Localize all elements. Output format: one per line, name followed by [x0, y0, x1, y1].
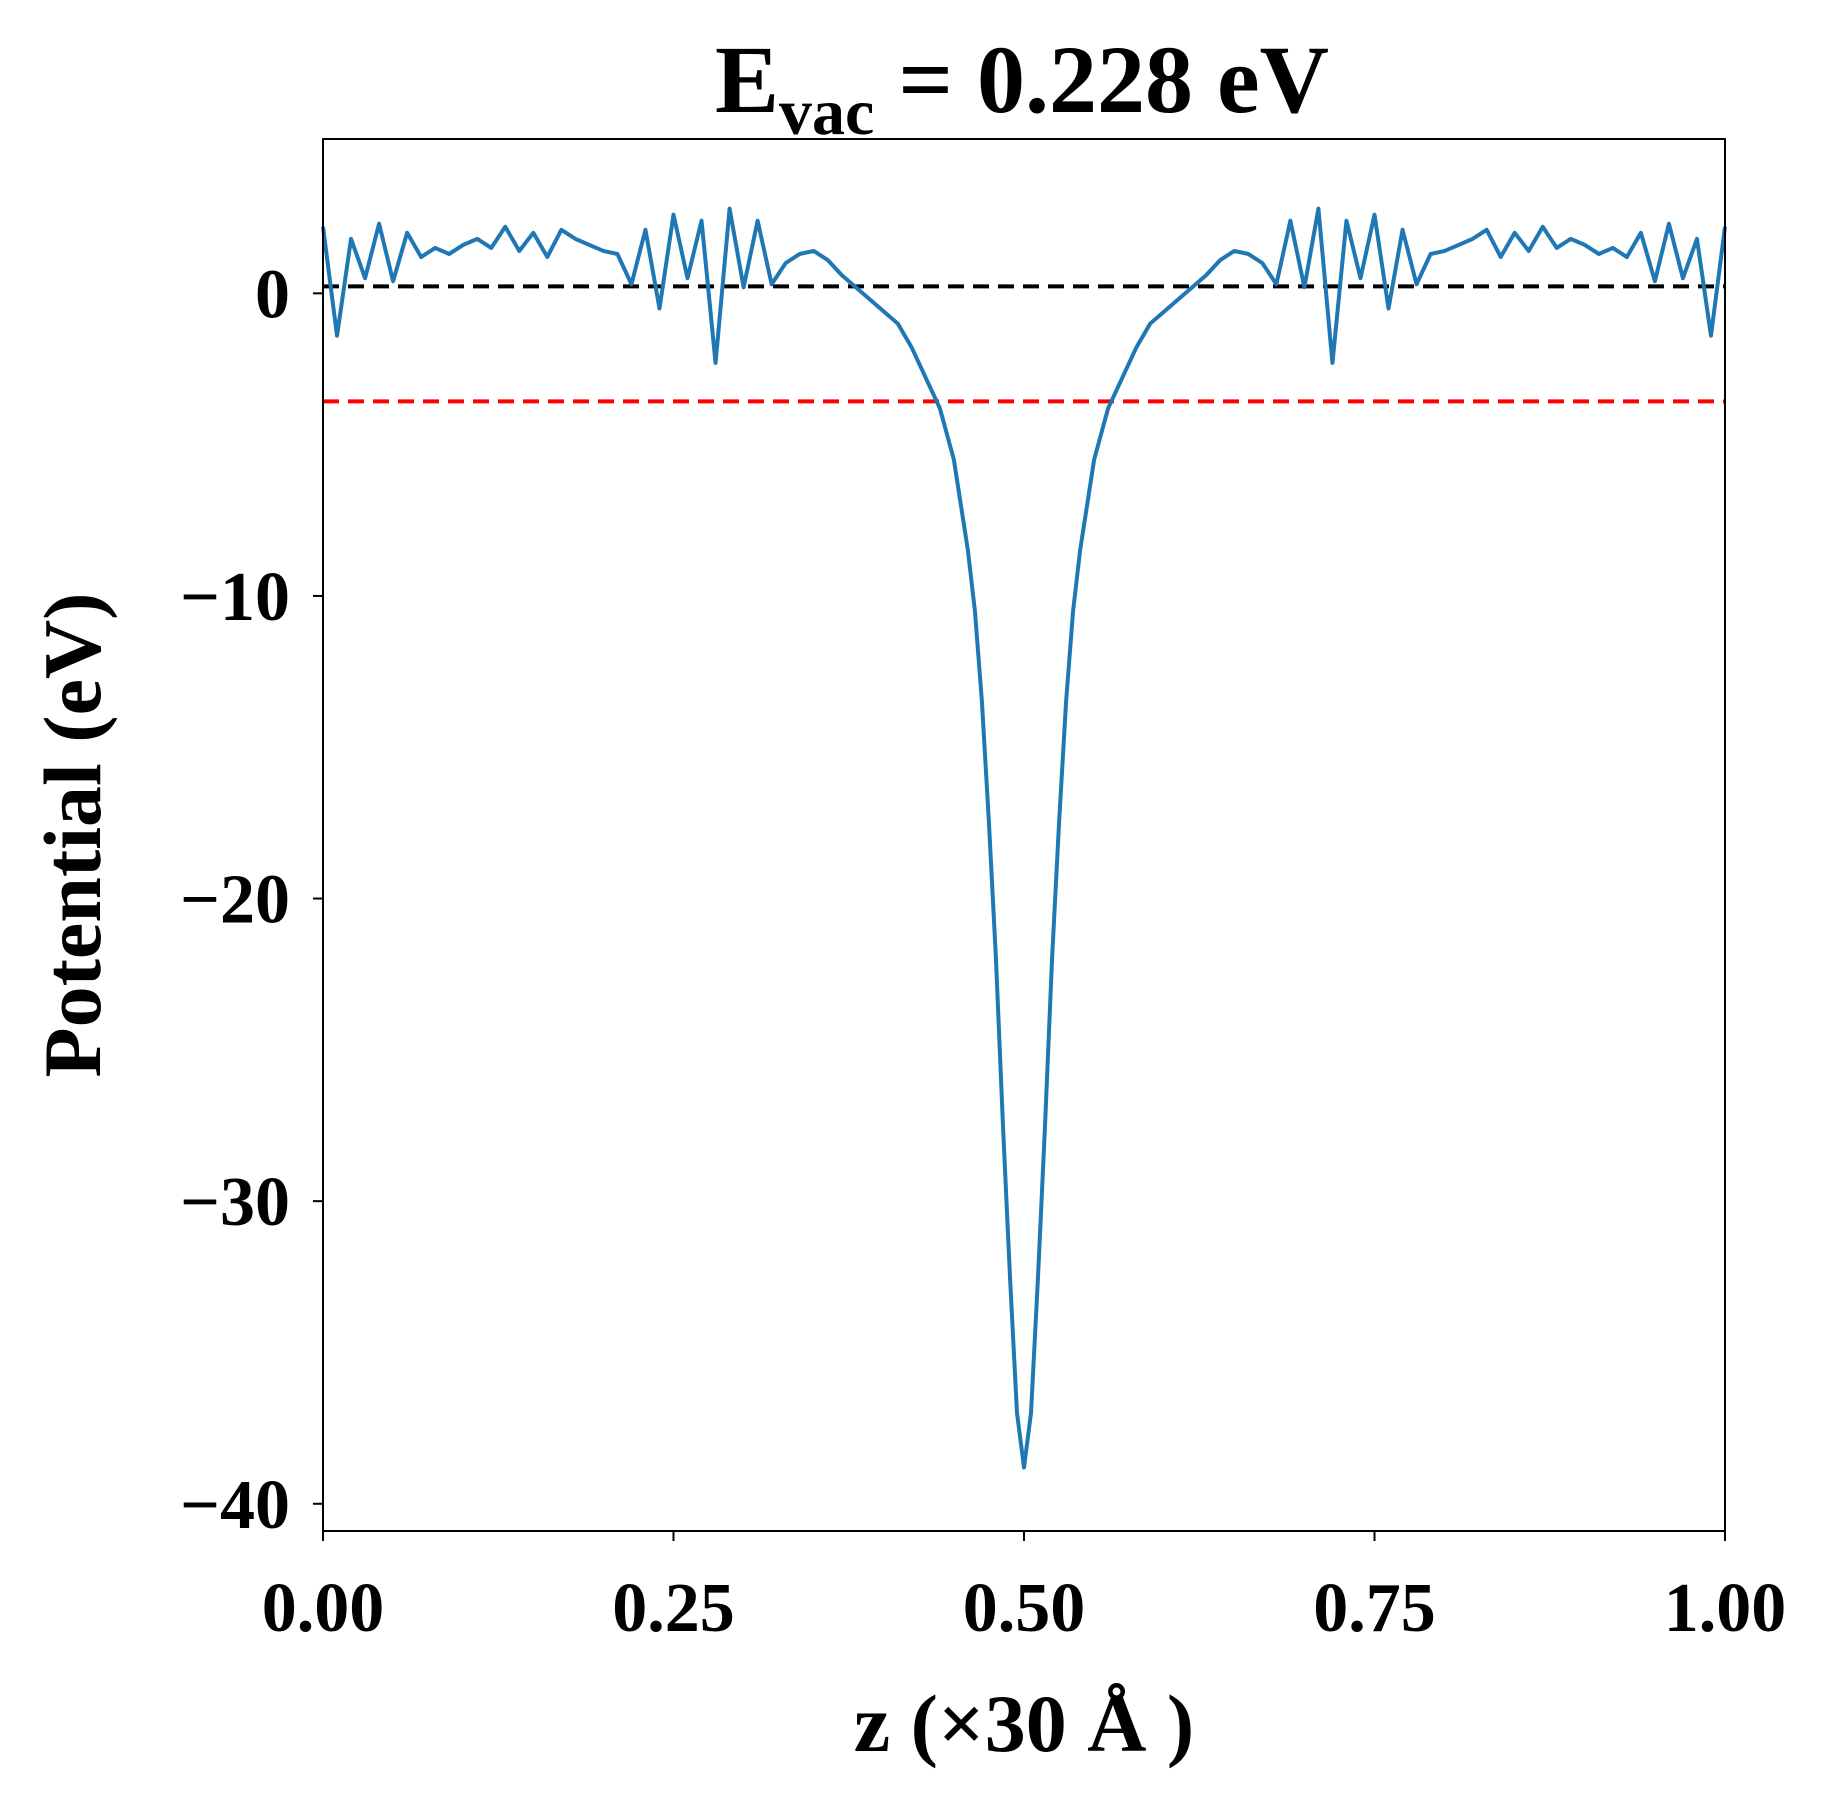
chart-title: Evac = 0.228 eV: [715, 26, 1329, 149]
y-tick-label: −20: [180, 862, 290, 939]
data-line: [321, 206, 1727, 1470]
x-tick-label: 0.00: [262, 1570, 385, 1647]
x-tick-label: 0.50: [963, 1570, 1086, 1647]
y-tick-label: −30: [180, 1164, 290, 1241]
x-tick-label: 1.00: [1664, 1570, 1787, 1647]
y-tick-label: 0: [255, 256, 290, 333]
y-tick-label: −10: [180, 559, 290, 636]
title-rest: = 0.228 eV: [898, 26, 1329, 133]
title-main: E: [715, 26, 779, 133]
x-tick-label: 0.25: [612, 1570, 735, 1647]
y-axis-label: Potential (eV): [27, 593, 118, 1078]
y-tick-label: −40: [180, 1467, 290, 1544]
title-sub: vac: [779, 76, 874, 149]
plot-frame: [322, 138, 1726, 1532]
x-tick-label: 0.75: [1313, 1570, 1436, 1647]
x-axis-label: z (×30 Å ): [854, 1678, 1194, 1769]
